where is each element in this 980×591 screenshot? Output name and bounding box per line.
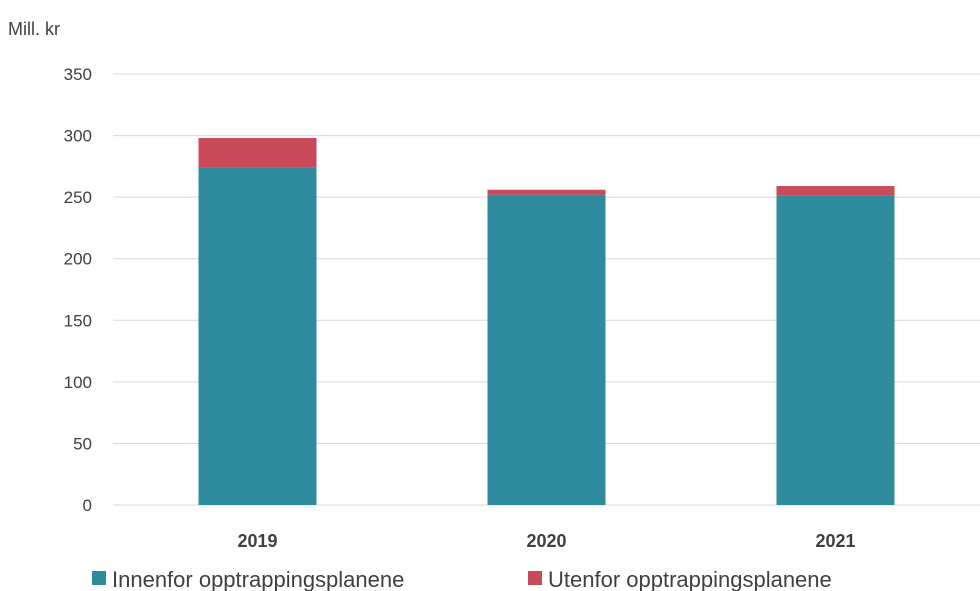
- x-tick-label: 2020: [526, 531, 566, 551]
- bar-2021-utenfor: [776, 186, 895, 196]
- bar-2020-utenfor: [487, 189, 606, 195]
- bar-2021-innenfor: [776, 195, 895, 505]
- bars: [198, 138, 895, 506]
- x-tick-labels: 2019 2020 2021: [237, 531, 855, 551]
- legend-swatch-utenfor: [528, 571, 542, 585]
- y-unit-label: Mill. kr: [8, 19, 60, 39]
- legend-swatch-innenfor: [92, 571, 106, 585]
- y-tick-label: 250: [64, 188, 92, 207]
- bar-2019-innenfor: [198, 167, 317, 506]
- bar-2019-utenfor: [198, 138, 317, 168]
- y-tick-label: 100: [64, 373, 92, 392]
- y-tick-label: 0: [83, 496, 92, 515]
- x-tick-label: 2019: [237, 531, 277, 551]
- bar-2020-innenfor: [487, 194, 606, 505]
- legend: Innenfor opptrappingsplanene Utenfor opp…: [92, 567, 832, 591]
- y-tick-label: 150: [64, 311, 92, 330]
- legend-label-utenfor: Utenfor opptrappingsplanene: [548, 567, 832, 591]
- x-tick-label: 2021: [815, 531, 855, 551]
- y-tick-label: 200: [64, 250, 92, 269]
- y-tick-label: 50: [73, 434, 92, 453]
- y-tick-label: 350: [64, 65, 92, 84]
- y-tick-labels: 0 50 100 150 200 250 300 350: [64, 65, 92, 515]
- y-tick-label: 300: [64, 127, 92, 146]
- legend-label-innenfor: Innenfor opptrappingsplanene: [112, 567, 404, 591]
